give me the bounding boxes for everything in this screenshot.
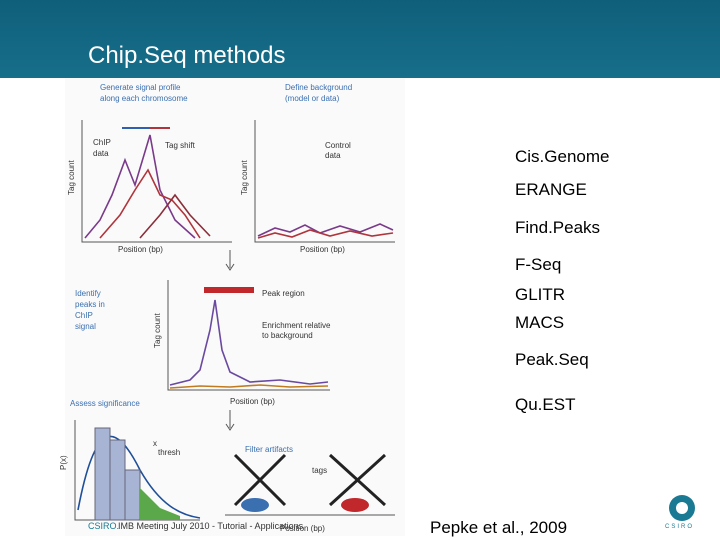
tool-name: MACS xyxy=(515,313,565,332)
tool-name: Peak.Seq xyxy=(515,350,589,369)
figure-label: data xyxy=(325,151,341,160)
figure-label: Enrichment relative xyxy=(262,321,331,330)
figure-label: ChIP xyxy=(93,138,111,147)
figure-label: Position (bp) xyxy=(280,524,325,533)
figure-label: Tag count xyxy=(240,160,249,195)
figure-label: Position (bp) xyxy=(118,245,163,254)
figure-label: Tag count xyxy=(153,313,162,348)
figure-label: P(x) xyxy=(59,455,68,470)
figure-label: Assess significance xyxy=(70,399,140,408)
tool-name: F-Seq xyxy=(515,255,562,274)
figure-label: (model or data) xyxy=(285,94,340,103)
figure-label: Peak region xyxy=(262,289,305,298)
figure-label: to background xyxy=(262,331,313,340)
logo-mark xyxy=(669,495,695,521)
figure-label: Tag shift xyxy=(165,141,196,150)
header-bar: Chip.Seq methods xyxy=(0,0,720,78)
tool-name: Cis.Genome xyxy=(515,147,610,166)
logo-text: CSIRO xyxy=(665,524,695,530)
figure-label: Filter artifacts xyxy=(245,445,293,454)
footer-org: CSIRO. xyxy=(88,521,120,531)
figure-label: ChIP xyxy=(75,311,93,320)
figure-label: tags xyxy=(312,466,327,475)
tool-name: GLITR xyxy=(515,285,566,304)
tool-name: ERANGE xyxy=(515,180,587,199)
figure-label: Define background xyxy=(285,83,352,92)
footer-text: IMB Meeting July 2010 - Tutorial - Appli… xyxy=(118,521,304,531)
slide-title: Chip.Seq methods xyxy=(88,42,286,69)
figure-label: x xyxy=(153,439,157,448)
figure-label: thresh xyxy=(158,448,180,457)
citation: Pepke et al., 2009 xyxy=(430,518,568,537)
figure-label: peaks in xyxy=(75,300,105,309)
figure-label: data xyxy=(93,149,109,158)
figure-label: Identify xyxy=(75,289,101,298)
figure-label: Position (bp) xyxy=(300,245,345,254)
figure-label: signal xyxy=(75,322,96,331)
figure-label: along each chromosome xyxy=(100,94,188,103)
figure-label: Position (bp) xyxy=(230,397,275,406)
signal-curves xyxy=(77,134,394,519)
decorations xyxy=(94,127,395,521)
figure-label: Generate signal profile xyxy=(100,83,181,92)
tool-name: Qu.EST xyxy=(515,395,576,414)
figure-label: Control xyxy=(325,141,351,150)
figure-label: Tag count xyxy=(67,160,76,195)
tool-name: Find.Peaks xyxy=(515,218,601,237)
